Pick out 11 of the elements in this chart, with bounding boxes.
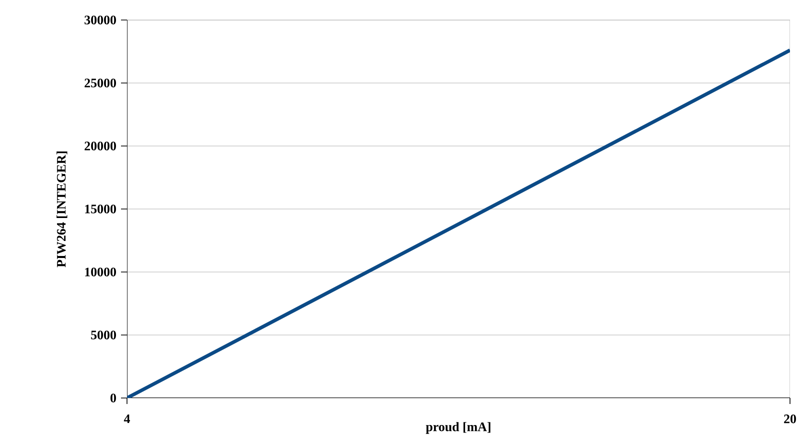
y-tick-label: 15000	[85, 204, 116, 214]
y-tick-label: 30000	[84, 16, 116, 24]
y-tick-label: 0	[110, 394, 116, 402]
x-axis-title: proud [mA]	[426, 422, 490, 434]
y-tick-label: 25000	[84, 78, 116, 88]
x-tick-label: 4	[124, 414, 130, 424]
x-tick-label: 20	[784, 414, 796, 424]
y-axis-title: PIW264 [INTEGER]	[56, 152, 68, 268]
y-tick-label: 10000	[85, 268, 116, 276]
y-tick-label: 5000	[91, 330, 116, 340]
y-tick-label: 20000	[84, 142, 116, 150]
